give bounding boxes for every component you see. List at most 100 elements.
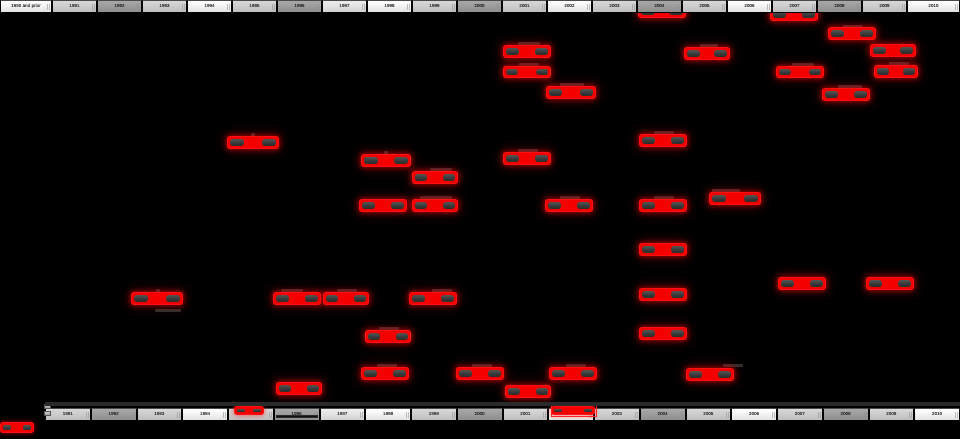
year-cell-1996[interactable]: 1996 (277, 0, 322, 13)
year-cell-1992[interactable]: 1992 (90, 408, 137, 421)
horizontal-scrollbar-track[interactable] (45, 402, 960, 406)
year-cell-2010[interactable]: 2010 (907, 0, 960, 13)
graph-node[interactable] (639, 199, 687, 212)
graph-node[interactable] (365, 330, 411, 343)
year-cell-2004[interactable]: 2004 (639, 408, 686, 421)
minimap-node[interactable] (234, 406, 264, 415)
graph-node[interactable] (503, 66, 551, 78)
graph-node[interactable] (639, 327, 687, 340)
year-cell-1994[interactable]: 1994 (187, 0, 232, 13)
graph-node[interactable] (684, 47, 730, 60)
column-resize-grip-icon[interactable] (857, 4, 860, 10)
column-resize-grip-icon[interactable] (587, 4, 590, 10)
graph-node[interactable] (503, 152, 551, 165)
timeline-minimap[interactable]: 1991199219931994199519961997199819992000… (0, 402, 960, 439)
graph-node[interactable] (866, 277, 914, 290)
column-resize-grip-icon[interactable] (726, 412, 730, 418)
year-cell-2002[interactable]: 2002 (547, 0, 592, 13)
graph-node[interactable] (505, 385, 551, 398)
year-cell-1999[interactable]: 1999 (411, 408, 457, 421)
year-cell-1991[interactable]: 1991 (45, 408, 91, 421)
column-resize-grip-icon[interactable] (812, 4, 815, 10)
graph-node[interactable] (828, 27, 876, 40)
year-cell-1994[interactable]: 1994 (182, 408, 228, 421)
year-cell-2004[interactable]: 2004 (637, 0, 682, 13)
graph-node[interactable] (359, 199, 407, 212)
year-cell-1995[interactable]: 1995 (232, 0, 277, 13)
column-resize-grip-icon[interactable] (182, 4, 185, 10)
year-cell-2005[interactable]: 2005 (685, 408, 732, 421)
year-cell-1999[interactable]: 1999 (412, 0, 457, 13)
column-resize-grip-icon[interactable] (863, 412, 867, 418)
column-resize-grip-icon[interactable] (542, 4, 545, 10)
graph-node[interactable] (822, 88, 870, 101)
year-cell-2007[interactable]: 2007 (777, 408, 823, 421)
year-cell-1990-and-prior[interactable]: 1990 and prior (0, 0, 52, 13)
graph-node[interactable] (361, 154, 411, 167)
column-resize-grip-icon[interactable] (177, 412, 181, 418)
graph-node[interactable] (639, 134, 687, 147)
year-cell-2001[interactable]: 2001 (502, 0, 547, 13)
graph-canvas[interactable] (0, 13, 960, 402)
year-cell-2005[interactable]: 2005 (682, 0, 727, 13)
scroll-down-button[interactable] (44, 411, 51, 416)
column-resize-grip-icon[interactable] (451, 412, 455, 418)
column-resize-grip-icon[interactable] (137, 4, 140, 10)
year-cell-1998[interactable]: 1998 (367, 0, 412, 13)
column-resize-grip-icon[interactable] (543, 412, 547, 418)
year-axis-bottom[interactable]: 1991199219931994199519961997199819992000… (45, 408, 960, 421)
year-cell-2000[interactable]: 2000 (456, 408, 503, 421)
year-cell-2008[interactable]: 2008 (822, 408, 869, 421)
minimap-node[interactable] (0, 422, 34, 433)
graph-node[interactable] (323, 292, 369, 305)
graph-node[interactable] (549, 367, 597, 380)
year-cell-1993[interactable]: 1993 (142, 0, 187, 13)
graph-node[interactable] (503, 45, 551, 58)
column-resize-grip-icon[interactable] (406, 412, 409, 418)
column-resize-grip-icon[interactable] (272, 4, 275, 10)
year-cell-2006[interactable]: 2006 (731, 408, 777, 421)
year-cell-2003[interactable]: 2003 (592, 0, 637, 13)
graph-node[interactable] (874, 65, 918, 78)
year-cell-1997[interactable]: 1997 (322, 0, 367, 13)
year-cell-2008[interactable]: 2008 (817, 0, 862, 13)
column-resize-grip-icon[interactable] (634, 412, 638, 418)
year-cell-2003[interactable]: 2003 (594, 408, 640, 421)
graph-node[interactable] (709, 192, 761, 205)
year-cell-2009[interactable]: 2009 (862, 0, 907, 13)
graph-node[interactable] (276, 382, 322, 395)
graph-node[interactable] (546, 86, 596, 99)
column-resize-grip-icon[interactable] (767, 4, 770, 10)
year-cell-2001[interactable]: 2001 (502, 408, 549, 421)
column-resize-grip-icon[interactable] (85, 412, 89, 418)
column-resize-grip-icon[interactable] (955, 412, 958, 418)
column-resize-grip-icon[interactable] (227, 4, 230, 10)
graph-node[interactable] (639, 288, 687, 301)
column-resize-grip-icon[interactable] (497, 4, 500, 10)
graph-node[interactable] (409, 292, 457, 305)
column-resize-grip-icon[interactable] (817, 412, 821, 418)
graph-node[interactable] (227, 136, 279, 149)
column-resize-grip-icon[interactable] (722, 4, 725, 10)
column-resize-grip-icon[interactable] (452, 4, 455, 10)
column-resize-grip-icon[interactable] (909, 412, 913, 418)
year-cell-1993[interactable]: 1993 (136, 408, 183, 421)
year-cell-2009[interactable]: 2009 (868, 408, 915, 421)
graph-node[interactable] (412, 171, 458, 184)
year-axis-top[interactable]: 1990 and prior 1991 1992 1993 1994 1995 1996 19… (0, 0, 960, 13)
year-cell-1997[interactable]: 1997 (319, 408, 366, 421)
year-cell-2006[interactable]: 2006 (727, 0, 772, 13)
graph-node[interactable] (870, 44, 916, 57)
graph-node[interactable] (770, 13, 818, 21)
column-resize-grip-icon[interactable] (772, 412, 775, 418)
graph-node[interactable] (412, 199, 458, 212)
column-resize-grip-icon[interactable] (360, 412, 364, 418)
column-resize-grip-icon[interactable] (589, 412, 592, 418)
column-resize-grip-icon[interactable] (955, 4, 958, 10)
year-cell-1992[interactable]: 1992 (97, 0, 142, 13)
year-cell-2007[interactable]: 2007 (772, 0, 817, 13)
column-resize-grip-icon[interactable] (362, 4, 365, 10)
graph-node[interactable] (686, 368, 734, 381)
column-resize-grip-icon[interactable] (407, 4, 410, 10)
column-resize-grip-icon[interactable] (632, 4, 635, 10)
